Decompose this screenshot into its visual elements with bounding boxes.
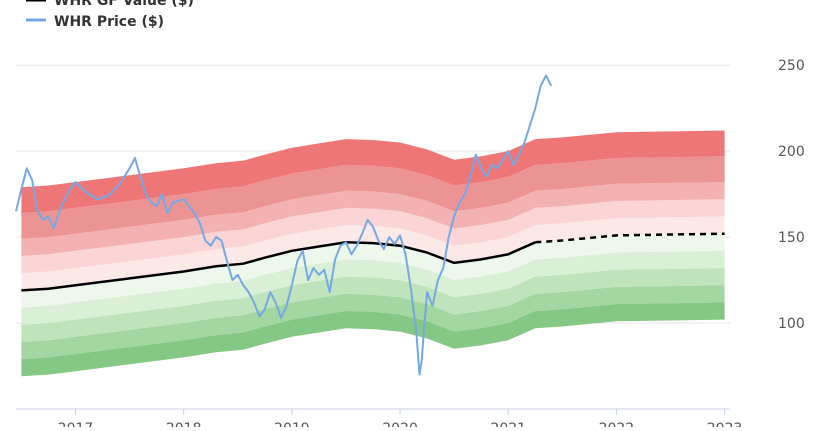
lower-band-4	[21, 285, 725, 360]
lower-band-5	[21, 302, 725, 377]
lower-band-1	[21, 233, 725, 308]
upper-band-5	[21, 130, 725, 213]
y-tick-label-200: 200	[778, 144, 805, 160]
y-tick-label-250: 250	[778, 58, 805, 74]
y-tick-label-100: 100	[778, 316, 805, 332]
price-series	[15, 74, 553, 376]
gf-value-series	[21, 232, 725, 292]
valuation-bands	[21, 130, 725, 377]
legend-label-gf-value: WHR GF Value ($)	[54, 0, 194, 9]
y-tick-label-150: 150	[778, 230, 805, 246]
axes: 100 150 200 250 2017 2018 2019 2020 2021 2022 2023	[16, 58, 805, 431]
x-tick-label-2019: 2019	[274, 421, 310, 427]
x-tick-label-2018: 2018	[166, 421, 202, 427]
gf-value-projection-line	[535, 232, 725, 244]
lower-band-2	[21, 250, 725, 325]
upper-band-3	[21, 182, 725, 256]
upper-band-1	[21, 216, 725, 291]
gf-value-line	[21, 241, 536, 292]
lower-band-3	[21, 268, 725, 342]
upper-band-2	[21, 199, 725, 274]
x-tick-label-2023: 2023	[707, 421, 743, 427]
x-tick-label-2020: 2020	[382, 421, 418, 427]
legend-label-price: WHR Price ($)	[54, 14, 164, 30]
upper-band-4	[21, 156, 725, 239]
x-tick-label-2022: 2022	[599, 421, 635, 427]
x-tick-label-2021: 2021	[490, 421, 526, 427]
x-tick-label-2017: 2017	[58, 421, 94, 427]
legend: WHR GF Value ($) WHR Price ($)	[26, 0, 194, 30]
price-line	[15, 74, 553, 376]
